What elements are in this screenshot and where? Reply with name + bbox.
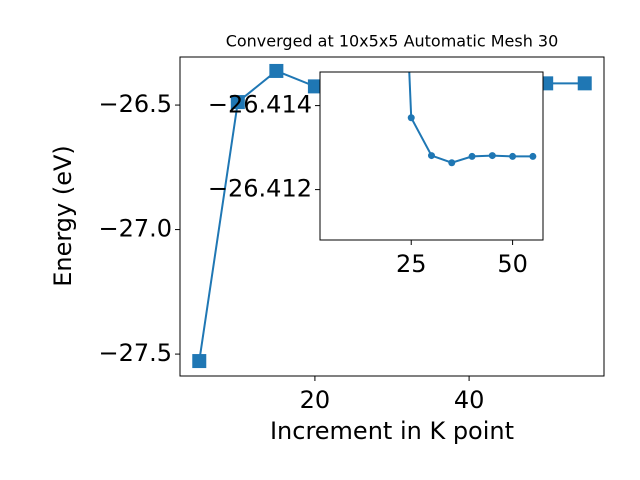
axes-frame xyxy=(179,56,605,377)
marker xyxy=(468,152,476,160)
y-tick-label: −26.412 xyxy=(208,175,312,203)
marker xyxy=(529,152,537,160)
marker xyxy=(577,76,592,91)
x-axis-label: Increment in K point xyxy=(270,417,514,445)
x-tick-label: 20 xyxy=(300,386,331,414)
x-tick-label: 25 xyxy=(396,250,427,278)
marker xyxy=(230,95,245,110)
y-tick-label: −26.5 xyxy=(98,90,172,118)
marker xyxy=(269,63,284,78)
marker xyxy=(488,152,496,160)
chart-title: Converged at 10x5x5 Automatic Mesh 30 xyxy=(226,32,559,51)
marker xyxy=(192,354,207,369)
axes-frame xyxy=(319,71,544,241)
y-tick-label: −27.5 xyxy=(98,339,172,367)
y-tick-label: −27.0 xyxy=(98,215,172,243)
y-tick-label: −26.414 xyxy=(208,91,312,119)
x-tick-label: 40 xyxy=(454,386,485,414)
marker xyxy=(428,152,435,160)
plot-content xyxy=(407,72,537,167)
x-tick-label: 50 xyxy=(497,250,528,278)
y-axis-label: Energy (eV) xyxy=(49,145,77,287)
marker xyxy=(448,159,456,167)
marker xyxy=(509,152,517,160)
marker xyxy=(407,114,415,122)
marker xyxy=(307,79,322,94)
